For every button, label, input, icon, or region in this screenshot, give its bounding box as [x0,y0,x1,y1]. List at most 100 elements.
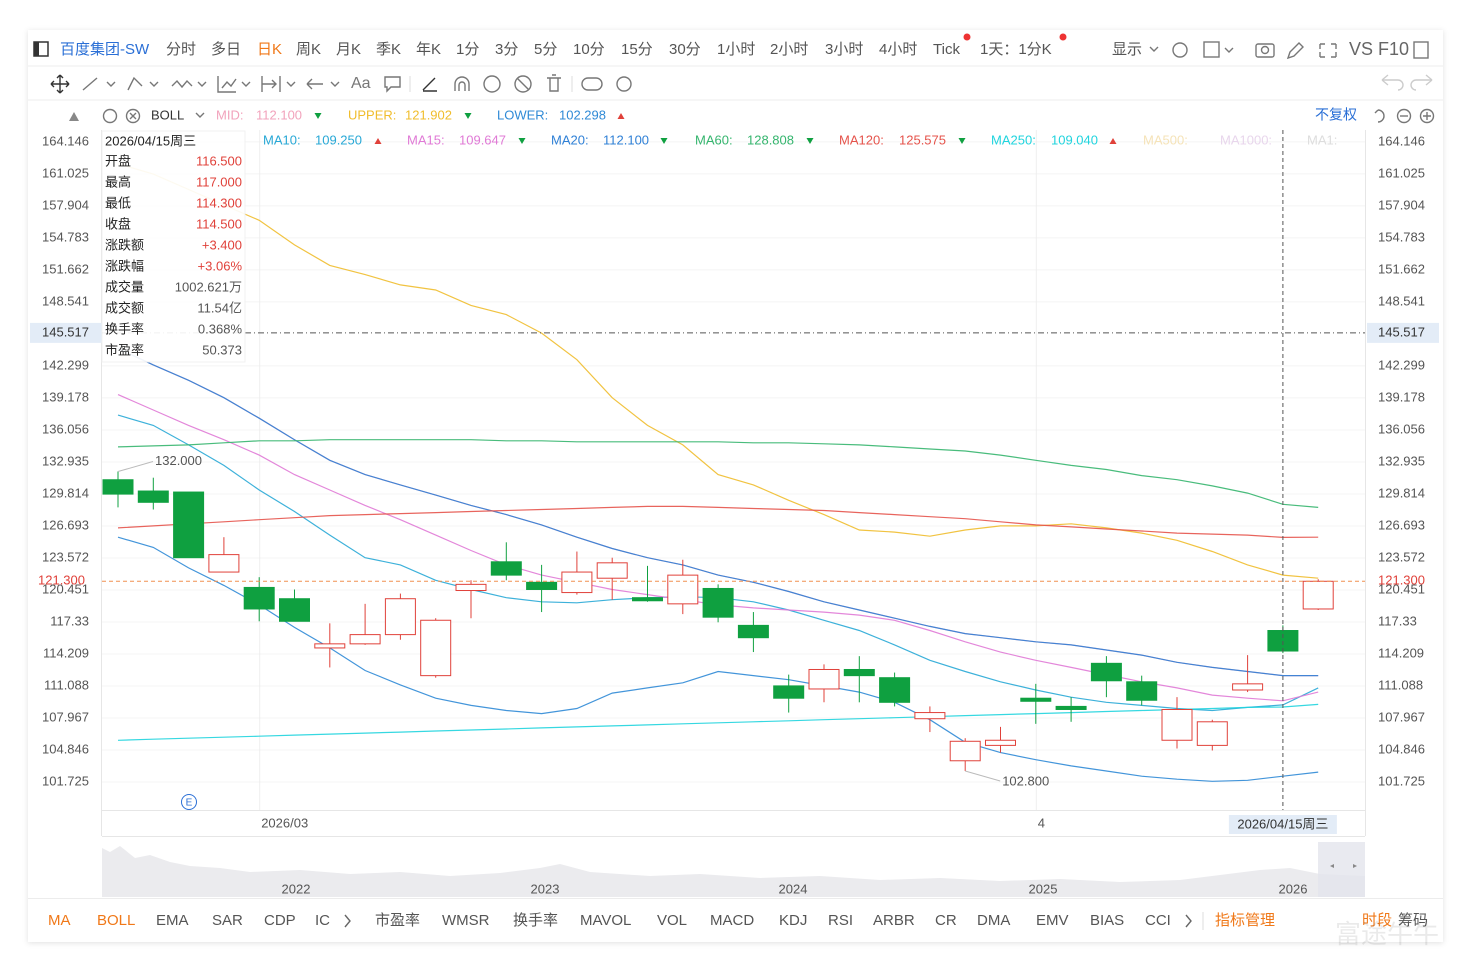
magnet-tool[interactable] [454,76,470,91]
period-tab[interactable]: 月K [336,41,361,58]
candle-body [1161,708,1193,741]
legend-name: LOWER: [497,107,548,122]
zoom-in [1423,112,1431,120]
indicator-tab[interactable]: EMV [1036,912,1069,929]
layout-icon[interactable] [1203,41,1220,58]
session-tab[interactable]: 时段 [1362,912,1392,929]
candle-body [1020,697,1052,702]
indicator-tab[interactable]: CDP [264,912,296,929]
period-tab[interactable]: 多日 [211,41,241,58]
chips-tab[interactable]: 筹码 [1398,912,1428,929]
indicator-tab[interactable]: RSI [828,912,853,929]
period-tab[interactable]: 日K [257,41,282,58]
channel-tool[interactable] [127,76,143,91]
y-tick-label: 111.088 [1378,677,1423,692]
period-tab[interactable]: 4小时 [879,41,917,58]
indicator-tab[interactable]: 市盈率 [375,912,420,929]
tool-settings[interactable] [616,76,632,92]
candle-body [737,624,769,639]
indicator-tab[interactable]: MACD [710,912,754,929]
legend-name: MA120: [839,132,884,147]
period-tab[interactable]: 1小时 [717,41,755,58]
period-tab[interactable]: Tick [933,41,960,58]
vs-f10[interactable]: VS F10 [1349,39,1409,59]
navigator-window[interactable] [1318,842,1365,897]
period-tab[interactable]: 10分 [573,41,605,58]
period-tab[interactable]: 2小时 [770,41,808,58]
line-tool[interactable] [82,77,98,91]
camera-icon[interactable] [1255,43,1275,58]
indicator-tab[interactable]: EMA [156,912,189,929]
period-tab[interactable]: 3小时 [825,41,863,58]
y-tick-label: 154.783 [42,229,89,244]
period-tab[interactable]: 分时 [166,41,196,58]
indicator-tab[interactable]: SAR [212,912,243,929]
period-tab[interactable]: 5分 [534,41,557,58]
zoom-out[interactable] [1396,108,1412,124]
indicator-tab[interactable]: BIAS [1090,912,1124,929]
text-tool[interactable]: Aa [351,75,371,92]
indicator-line [117,703,1319,741]
period-tab[interactable]: 3分 [495,41,518,58]
link-tool[interactable] [581,77,603,91]
arrow-tool[interactable] [306,78,323,90]
indicator-tab[interactable]: CR [935,912,957,929]
indicator-tab[interactable]: WMSR [442,912,490,929]
move-tool[interactable] [50,74,70,94]
brush-tool[interactable] [422,77,437,92]
period-tab[interactable]: 1天：1分K [980,41,1052,58]
measure-tool[interactable] [261,76,281,92]
reset-icon[interactable] [1374,109,1385,123]
candle-body [455,583,487,592]
period-tab[interactable]: 30分 [669,41,701,58]
indicator-name[interactable]: BOLL [151,107,184,122]
display-menu[interactable]: 显示 [1112,41,1142,58]
collapse-icon[interactable] [69,112,79,121]
adjust-menu[interactable]: 不复权 [1315,107,1357,123]
stock-name[interactable]: 百度集团-SW [60,41,150,58]
wave-tool[interactable] [171,79,193,89]
candle-body [914,712,946,720]
period-tab[interactable]: 年K [416,41,441,58]
pen-icon[interactable] [1286,42,1304,60]
indicator-tab[interactable]: ARBR [873,912,915,929]
scroll-arrow[interactable] [344,914,351,928]
indicator-tab[interactable]: KDJ [779,912,807,929]
fib-tool[interactable] [217,76,237,93]
sidebar-icon [34,42,39,56]
scroll-arrow[interactable] [1185,914,1192,928]
y-tick-label: 104.846 [42,741,89,756]
period-tab[interactable]: 周K [296,41,321,58]
hide-tool[interactable] [514,75,532,93]
indicator-tab[interactable]: BOLL [97,912,135,929]
indicator-close[interactable] [125,108,141,124]
indicator-tab[interactable]: VOL [657,912,687,929]
panel-icon[interactable] [1413,41,1429,59]
settings-icon[interactable] [1172,42,1188,58]
indicator-tab[interactable]: CCI [1145,912,1171,929]
legend-trend [806,138,814,144]
indicator-settings[interactable] [102,108,118,124]
event-icon[interactable] [181,794,197,810]
period-tab[interactable]: 1分 [456,41,479,58]
crosshair-tag [30,322,102,343]
indicator-tab[interactable]: MAVOL [580,912,631,929]
fullscreen-icon[interactable] [1319,43,1337,58]
period-tab[interactable]: 15分 [621,41,653,58]
delete-tool[interactable] [547,74,561,92]
indicator-tab[interactable]: 换手率 [513,912,558,929]
undo[interactable] [1381,74,1404,91]
candle-body [279,598,310,622]
price-tag [28,572,98,591]
indicator-tab[interactable]: DMA [977,912,1010,929]
indicator-tab[interactable]: MA [48,912,71,929]
indicator-tab[interactable]: IC [315,912,330,929]
period-tab[interactable]: 季K [376,41,401,58]
redo[interactable] [1410,74,1433,91]
note-tool[interactable] [384,76,401,93]
zoom-in[interactable] [1419,108,1435,124]
legend-trend [314,113,322,119]
chevron [1224,47,1234,53]
manage-tab[interactable]: 指标管理 [1215,912,1275,929]
sync-tool[interactable] [483,75,501,93]
